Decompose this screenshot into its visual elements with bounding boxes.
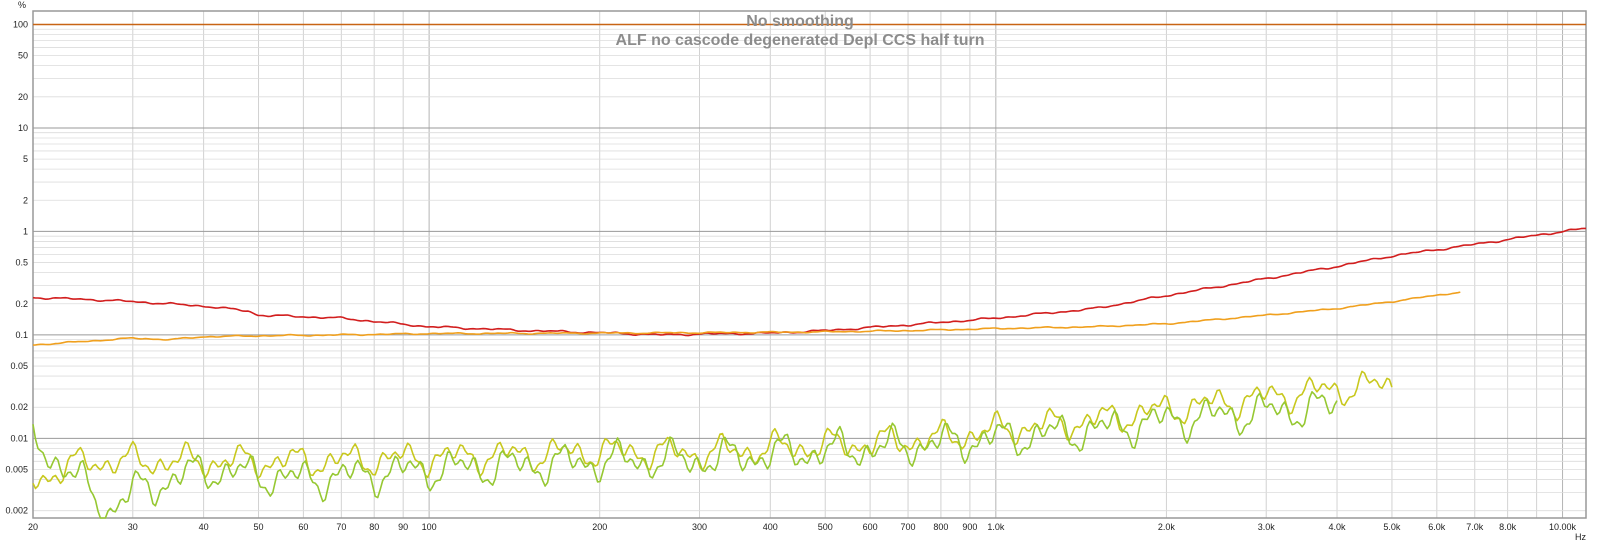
x-tick-label: 600 [863, 522, 878, 532]
y-tick-label: 0.05 [10, 361, 28, 371]
x-tick-label: 900 [962, 522, 977, 532]
y-tick-label: 0.5 [15, 258, 28, 268]
grid [32, 11, 1586, 518]
y-tick-label: 0.005 [5, 465, 28, 475]
x-tick-label: 20 [28, 522, 38, 532]
x-tick-label: 200 [592, 522, 607, 532]
x-tick-label: 400 [763, 522, 778, 532]
y-tick-label: 0.1 [15, 330, 28, 340]
x-axis-label: Hz [1575, 532, 1586, 542]
y-tick-label: 2 [23, 195, 28, 205]
series-group [32, 23, 1586, 519]
y-tick-label: 0.02 [10, 402, 28, 412]
x-tick-label: 7.0k [1466, 522, 1484, 532]
x-tick-label: 4.0k [1329, 522, 1347, 532]
y-tick-label: 1 [23, 226, 28, 236]
x-tick-label: 80 [369, 522, 379, 532]
x-tick-label: 2.0k [1158, 522, 1176, 532]
chart-title: No smoothing [746, 13, 854, 30]
y-tick-label: 50 [18, 51, 28, 61]
x-tick-label: 3.0k [1258, 522, 1276, 532]
series-line [32, 291, 1461, 346]
x-tick-label: 500 [818, 522, 833, 532]
x-tick-label: 1.0k [987, 522, 1005, 532]
x-axis-ticks: 20 30 40 50 60 70 80 90 100 200 300 400 500 600 700 800… [28, 522, 1577, 532]
x-tick-label: 40 [199, 522, 209, 532]
y-axis-label: % [18, 0, 26, 10]
y-tick-label: 20 [18, 92, 28, 102]
x-tick-label: 50 [254, 522, 264, 532]
y-tick-label: 5 [23, 154, 28, 164]
x-tick-label: 10.00k [1549, 522, 1577, 532]
y-tick-label: 100 [13, 19, 28, 29]
y-tick-label: 0.2 [15, 299, 28, 309]
x-tick-label: 60 [298, 522, 308, 532]
x-tick-label: 5.0k [1383, 522, 1401, 532]
x-tick-label: 700 [901, 522, 916, 532]
x-tick-label: 300 [692, 522, 707, 532]
plot-frame [32, 10, 1587, 519]
x-tick-label: 8.0k [1499, 522, 1517, 532]
y-tick-label: 0.002 [5, 506, 28, 516]
series-line [32, 370, 1393, 490]
x-tick-label: 90 [398, 522, 408, 532]
x-tick-label: 30 [128, 522, 138, 532]
y-axis-ticks: 100 50 20 10 5 2 1 0.5 0.2 0.1 0.05 0.02 0.01 0.005 0.… [5, 19, 28, 515]
x-tick-label: 70 [336, 522, 346, 532]
chart-subtitle: ALF no cascode degenerated Depl CCS half… [616, 32, 985, 49]
series-line [32, 390, 1338, 519]
x-tick-label: 800 [933, 522, 948, 532]
y-tick-label: 10 [18, 123, 28, 133]
y-tick-label: 0.01 [10, 433, 28, 443]
x-tick-label: 6.0k [1428, 522, 1446, 532]
x-tick-label: 100 [422, 522, 437, 532]
series-line [32, 227, 1586, 337]
